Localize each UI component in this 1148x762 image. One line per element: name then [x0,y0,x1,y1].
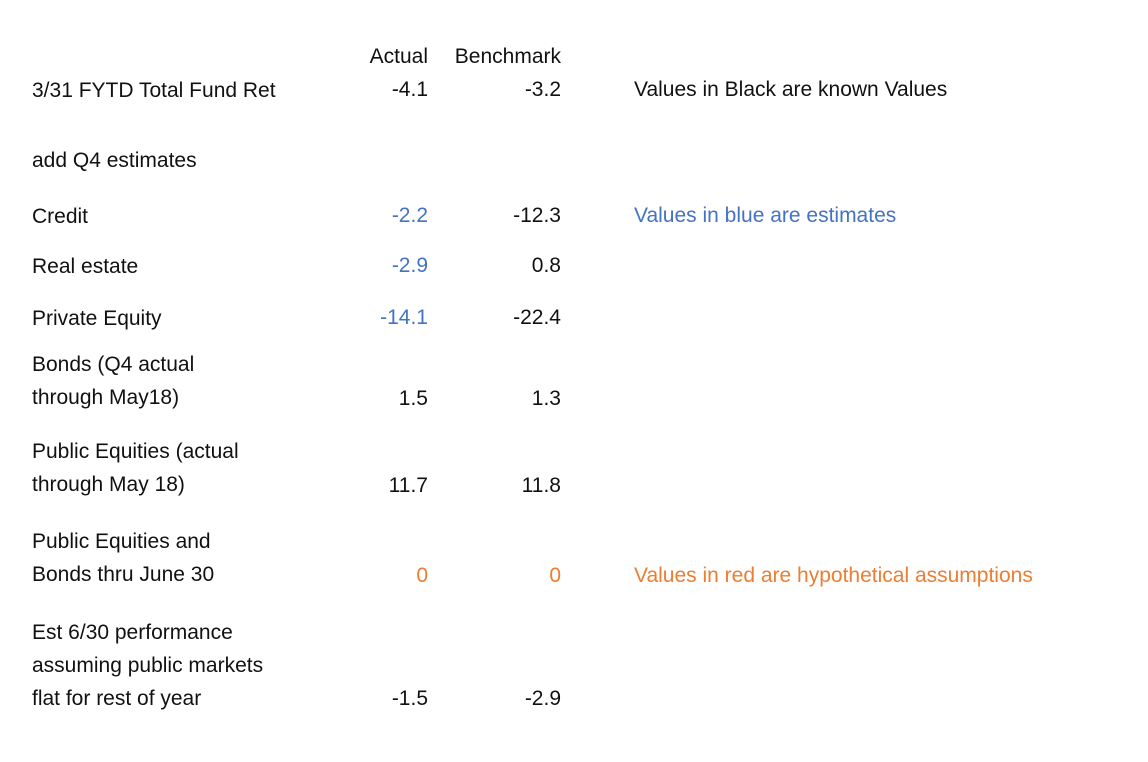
note-blue-estimates: Values in blue are estimates [634,204,897,227]
benchmark-bonds: 1.3 [531,387,561,410]
header-actual: Actual [369,45,428,68]
row-label-bonds: Bonds (Q4 actual through May18) [32,353,195,409]
note-black-known-values: Values in Black are known Values [634,78,948,101]
benchmark-private-equity: -22.4 [513,306,561,329]
benchmark-fytd-total-fund: -3.2 [524,78,561,101]
actual-real-estate: -2.9 [391,254,428,277]
benchmark-real-estate: 0.8 [531,254,561,277]
actual-public-equities: 11.7 [388,474,428,497]
benchmark-public-equities: 11.8 [521,474,561,497]
row-label-real-estate: Real estate [32,255,139,278]
actual-bonds: 1.5 [398,387,428,410]
row-label-add-q4-estimates: add Q4 estimates [32,149,197,172]
row-label-public-equities-and-bonds: Public Equities and Bonds thru June 30 [32,530,215,586]
actual-credit: -2.2 [391,204,428,227]
benchmark-public-equities-and-bonds: 0 [549,564,561,587]
header-benchmark: Benchmark [454,45,561,68]
benchmark-credit: -12.3 [513,204,561,227]
benchmark-est-performance: -2.9 [524,687,561,710]
actual-private-equity: -14.1 [380,306,428,329]
row-label-credit: Credit [32,205,89,228]
row-label-fytd-total-fund: 3/31 FYTD Total Fund Ret [32,79,276,102]
row-label-public-equities: Public Equities (actual through May 18) [32,440,239,496]
actual-fytd-total-fund: -4.1 [391,78,428,101]
row-label-est-performance: Est 6/30 performance assuming public mar… [32,621,264,710]
note-red-hypothetical: Values in red are hypothetical assumptio… [634,564,1033,587]
actual-est-performance: -1.5 [391,687,428,710]
row-label-private-equity: Private Equity [32,307,162,330]
actual-public-equities-and-bonds: 0 [416,564,428,587]
